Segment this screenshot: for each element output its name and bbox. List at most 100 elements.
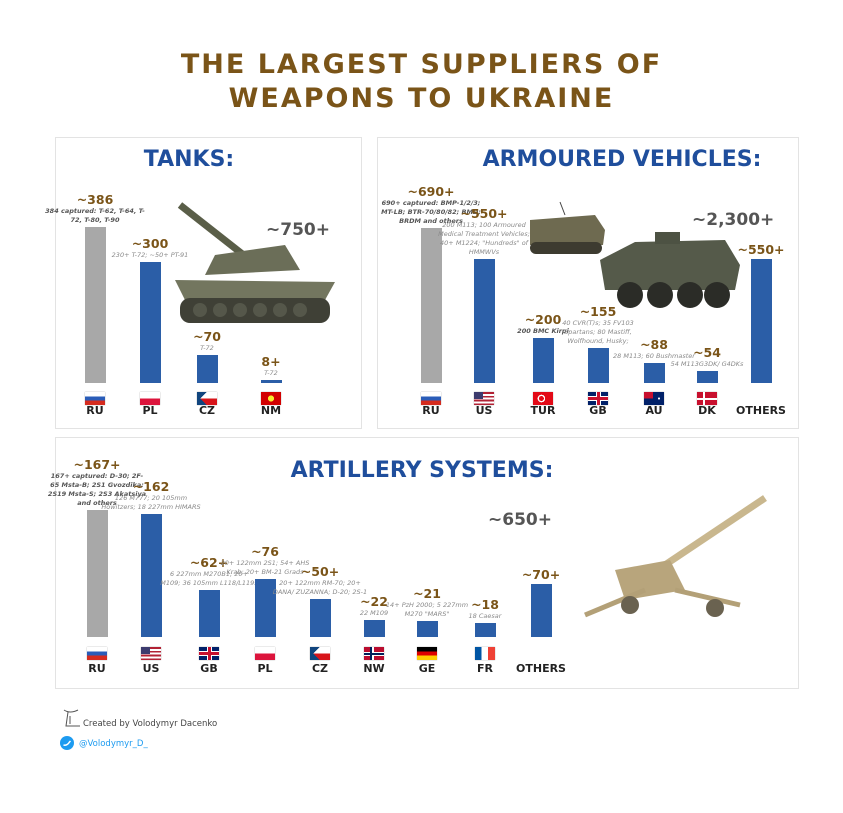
note-text: 200 M113; 100 Armoured Medical Treatment…: [438, 221, 530, 257]
howitzer-image: [584, 495, 767, 618]
bar-others: [530, 583, 552, 637]
note-text: 22 M109: [359, 609, 389, 618]
category-nw: NW: [363, 662, 385, 675]
note-text: 230+ T-72; ~50+ PT-91: [111, 250, 189, 259]
category-us: US: [142, 662, 160, 675]
value-text: ~162: [132, 478, 170, 494]
category-ru: RU: [86, 404, 104, 417]
value-label-us: ~550+ 200 M113; 100 Armoured Medical Trea…: [434, 206, 534, 257]
value-label-others: ~550+: [711, 242, 811, 257]
value-label-cz: ~70 T-72: [157, 329, 257, 353]
flag-cz-icon: [197, 392, 217, 405]
credit-text: Created by Volodymyr Dacenko: [83, 719, 218, 729]
value-label-ru: ~386 384 captured: T-62, T-64, T-72, T-80…: [45, 192, 145, 225]
category-gb: GB: [589, 404, 607, 417]
artillery-title: ARTILLERY SYSTEMS:: [290, 458, 554, 483]
twitter-handle[interactable]: @Volodymyr_D_: [79, 739, 148, 749]
value-text: ~200: [524, 312, 562, 327]
bar-tur: [532, 338, 554, 383]
category-nm: NM: [260, 404, 282, 417]
flag-tr-icon: [533, 392, 553, 405]
value-text: ~167+: [73, 457, 121, 473]
bar-nm: [260, 379, 282, 383]
btr-image: [600, 232, 740, 308]
value-text: 8+: [261, 353, 281, 369]
bar-cz: [196, 354, 218, 383]
note-text: 28 M113; 60 Bushmaster: [613, 352, 695, 361]
value-label-us: ~162 126 M777; 20 105mm Howitzers; 18 227…: [101, 479, 201, 512]
flag-pl-icon: [140, 392, 160, 405]
bar-ru: [420, 227, 442, 383]
artillery-total: ~650+: [488, 510, 552, 530]
value-label-dk: ~54 54 M113G3DK/ G4DKs: [657, 345, 757, 369]
category-others: OTHERS: [516, 662, 566, 675]
flag-au-icon: [644, 392, 664, 405]
note-text: 20+ 122mm RM-70; 20+ DANA/ ZUZANNA; D-20…: [272, 579, 368, 596]
note-text: 20+ 122mm 2S1; 54+ AHS Krab; 20+ BM-21 G…: [220, 559, 310, 577]
note-text: T-72: [200, 343, 214, 352]
value-label-nw: ~22 22 M109: [324, 594, 424, 618]
value-label-pl: ~300 230+ T-72; ~50+ PT-91: [100, 236, 200, 260]
main-title-line1: THE LARGEST SUPPLIERS OF: [180, 49, 663, 80]
value-text: ~300: [131, 235, 169, 251]
flag-de-icon: [417, 647, 437, 660]
value-label-ge: ~21 14+ PzH 2000; 5 227mm M270 "MARS": [377, 586, 477, 619]
flag-pl-icon: [255, 647, 275, 660]
value-text: ~50+: [300, 564, 340, 579]
flag-gb-icon: [199, 647, 219, 660]
flag-gb-icon: [588, 392, 608, 405]
note-text: 6 227mm M270B1; 20+ M109; 36 105mm L118/…: [160, 569, 258, 587]
artillery-panel: [55, 437, 799, 689]
category-others: OTHERS: [736, 404, 786, 417]
flag-no-icon: [364, 647, 384, 660]
bar-ru: [86, 510, 108, 637]
category-us: US: [475, 404, 493, 417]
value-label-nm: 8+ T-72: [221, 354, 321, 378]
bar-cz: [309, 599, 331, 637]
bar-fr: [474, 623, 496, 637]
value-label-gb: ~155 40 CVR(T)s; 35 FV103 Spartans; 80 Ma…: [548, 304, 648, 346]
category-gb: GB: [200, 662, 218, 675]
note-text: T-72: [264, 368, 278, 377]
bar-nw: [363, 620, 385, 637]
category-ru: RU: [422, 404, 440, 417]
note-text: 690+ captured: BMP-1/2/3; MT-LB; BTR-70/…: [381, 198, 481, 225]
note-text: 18 Caesar: [468, 612, 502, 621]
tanks-total: ~750+: [266, 220, 330, 240]
value-text: ~76: [251, 544, 279, 560]
value-text: ~70+: [521, 566, 561, 582]
bar-pl: [139, 261, 161, 383]
category-pl: PL: [257, 662, 273, 675]
value-text: ~550+: [460, 206, 508, 222]
bar-gb: [198, 589, 220, 637]
value-text: ~550+: [737, 242, 785, 258]
flag-cz-icon: [310, 647, 330, 660]
apc-image: [530, 201, 605, 254]
flag-us-icon: [141, 647, 161, 660]
note-text: 126 M777; 20 105mm Howitzers; 18 227mm H…: [101, 493, 201, 511]
twitter-icon: [60, 736, 74, 750]
note-text: 167+ captured: D-30; 2F-65 Msta-B; 2S1 G…: [47, 472, 147, 508]
value-label-au: ~88 28 M113; 60 Bushmaster: [604, 337, 704, 361]
category-ge: GE: [418, 662, 436, 675]
value-label-others: ~70+: [491, 567, 591, 582]
value-text: ~70: [193, 328, 221, 344]
value-label-ru: ~167+ 167+ captured: D-30; 2F-65 Msta-B; …: [47, 457, 147, 508]
bar-pl: [254, 579, 276, 637]
value-text: ~386: [76, 192, 114, 208]
value-text: ~18: [471, 597, 499, 613]
value-text: ~54: [693, 344, 721, 360]
note-text: 40 CVR(T)s; 35 FV103 Spartans; 80 Mastif…: [562, 319, 634, 346]
value-label-gb: ~62+ 6 227mm M270B1; 20+ M109; 36 105mm L…: [159, 555, 259, 588]
value-text: ~155: [579, 304, 617, 320]
bar-dk: [696, 370, 718, 383]
category-dk: DK: [698, 404, 716, 417]
bar-ge: [416, 621, 438, 637]
category-cz: CZ: [198, 404, 216, 417]
category-pl: PL: [142, 404, 158, 417]
note-text: 384 captured: T-62, T-64, T-72, T-80, T-…: [45, 207, 145, 225]
bar-gb: [587, 348, 609, 383]
value-text: ~88: [640, 337, 668, 353]
value-label-tur: ~200 200 BMC Kirpi: [493, 312, 593, 336]
